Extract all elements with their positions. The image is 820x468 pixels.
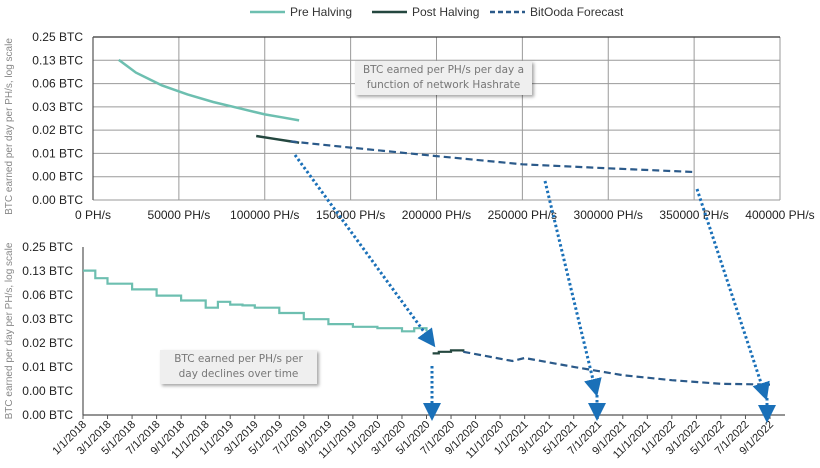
x-tick-label: 300000 PH/s (574, 208, 643, 222)
y-tick-label: 0.06 BTC (32, 77, 83, 91)
y-tick-label: 0.25 BTC (22, 240, 73, 254)
series-line-bitooda-forecast (463, 350, 771, 386)
connector-arrow (293, 154, 436, 348)
x-tick-label: 0 PH/s (75, 208, 111, 222)
y-tick-label: 0.00 BTC (22, 408, 73, 422)
legend-label: Pre Halving (290, 5, 352, 19)
y-tick-label: 0.01 BTC (32, 146, 83, 160)
y-tick-label: 0.02 BTC (22, 336, 73, 350)
y-tick-label: 0.13 BTC (22, 264, 73, 278)
bottom-chart: 0.25 BTC 0.13 BTC 0.06 BTC 0.03 BTC 0.02 BTC… (4, 240, 785, 461)
connector-arrows (293, 154, 776, 423)
y-tick-label: 0.00 BTC (32, 193, 83, 207)
y-tick-label: 0.02 BTC (32, 123, 83, 137)
x-tick-label: 150000 PH/s (316, 208, 385, 222)
x-tick-label: 400000 PH/s (745, 208, 814, 222)
top-annotation: BTC earned per PH/s per day a function o… (355, 61, 532, 95)
x-tick-label: 50000 PH/s (148, 208, 211, 222)
series-line-bitooda-forecast (290, 140, 695, 174)
bottom-annotation: BTC earned per PH/s per day declines ove… (160, 350, 317, 384)
y-tick-label: 0.03 BTC (22, 312, 73, 326)
y-tick-label: 0.25 BTC (32, 30, 83, 44)
top-annotation-text: BTC earned per PH/s per day a function o… (362, 64, 525, 91)
legend-label: BitOoda Forecast (530, 5, 624, 19)
x-tick-label: 350000 PH/s (659, 208, 728, 222)
y-axis-title: BTC earned per day per PH/s, log scale (4, 38, 15, 215)
series-line-pre-halving (118, 58, 300, 122)
y-tick-label: 0.00 BTC (22, 384, 73, 398)
connector-arrow (543, 180, 602, 397)
top-chart: 0.25 BTC 0.13 BTC 0.06 BTC 0.03 BTC 0.02 BTC… (4, 30, 815, 222)
connector-arrow (695, 188, 770, 401)
x-tick-label: 200000 PH/s (402, 208, 471, 222)
legend: Pre Halving Post Halving BitOoda Forecast (250, 5, 624, 19)
legend-label: Post Halving (412, 5, 479, 19)
x-tick-label: 100000 PH/s (230, 208, 299, 222)
y-tick-label: 0.03 BTC (32, 100, 83, 114)
y-tick-label: 0.01 BTC (22, 360, 73, 374)
y-tick-label: 0.06 BTC (22, 288, 73, 302)
y-axis-title: BTC earned per day per PH/s, log scale (4, 242, 15, 419)
series-line-post-halving (432, 349, 465, 355)
bottom-annotation-text: BTC earned per PH/s per day declines ove… (174, 353, 303, 380)
y-tick-label: 0.13 BTC (32, 53, 83, 67)
series-line-pre-halving (83, 269, 428, 333)
y-tick-label: 0.00 BTC (32, 170, 83, 184)
x-tick-label: 250000 PH/s (488, 208, 557, 222)
